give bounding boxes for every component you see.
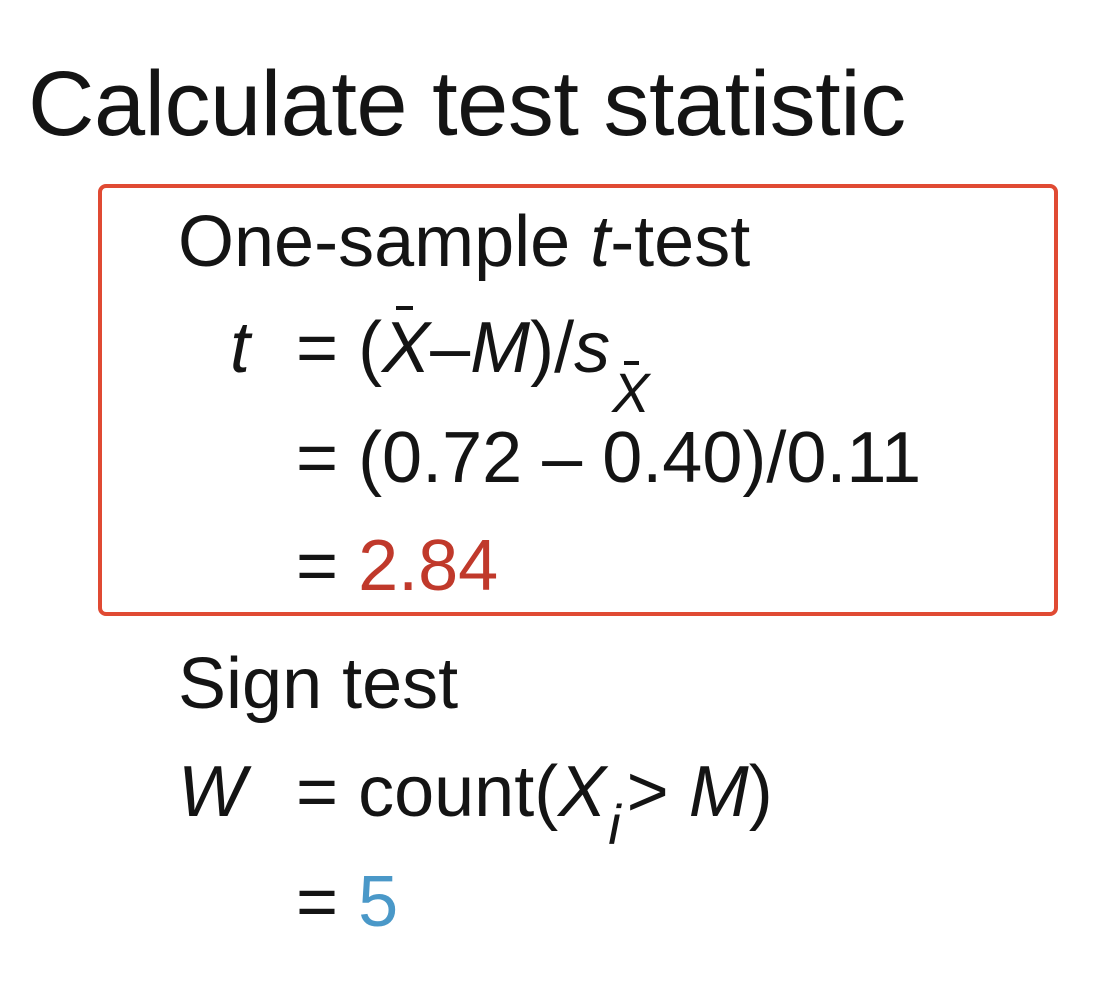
ttest-result-value: 2.84 [358, 526, 499, 606]
count-open: count( [358, 752, 559, 832]
eq-sign: = [296, 752, 339, 832]
s-subscript-xbar: X [612, 361, 649, 421]
overbar [396, 306, 413, 310]
close-paren: ) [748, 752, 773, 832]
eq-sign: = [296, 862, 339, 942]
sign-test-result-value: 5 [358, 862, 399, 942]
ttest-result-line: = 2.84 [296, 530, 498, 602]
sign-test-formula: = count(Xi> M) [296, 756, 773, 853]
sign-test-variable: W [178, 752, 246, 832]
ttest-heading-prefix: One-sample [178, 202, 591, 282]
subscript-x: X [612, 361, 650, 424]
xbar-letter: X [382, 308, 431, 388]
slide-title: Calculate test statistic [28, 53, 906, 155]
eq-sign: = [296, 418, 339, 498]
eq-sign: = [296, 526, 339, 606]
gt-sign: > [626, 752, 689, 832]
subscript-i: i [608, 793, 621, 856]
eq-sign: = [296, 308, 339, 388]
mu-symbol: M [688, 752, 749, 832]
ttest-formula: = (X–M)/s X [296, 306, 649, 421]
subscript-overbar [624, 361, 639, 365]
ttest-heading: One-sample t-test [178, 206, 750, 278]
ttest-highlight-box [98, 184, 1058, 616]
xi-symbol: X [558, 752, 607, 832]
substitution-values: (0.72 – 0.40)/0.11 [358, 418, 922, 498]
ttest-variable: t [230, 308, 251, 388]
ttest-substitution: = (0.72 – 0.40)/0.11 [296, 422, 921, 494]
sign-test-heading: Sign test [178, 644, 459, 724]
open-paren: ( [358, 308, 383, 388]
s-symbol: s [574, 308, 611, 388]
sign-test-result-line: = 5 [296, 866, 398, 938]
ttest-heading-t: t [590, 202, 611, 282]
xbar-symbol: X [382, 306, 430, 384]
mu-symbol: M [470, 308, 531, 388]
ttest-heading-suffix: -test [610, 202, 751, 282]
minus-sign: – [430, 308, 471, 388]
close-slash: )/ [530, 308, 575, 388]
